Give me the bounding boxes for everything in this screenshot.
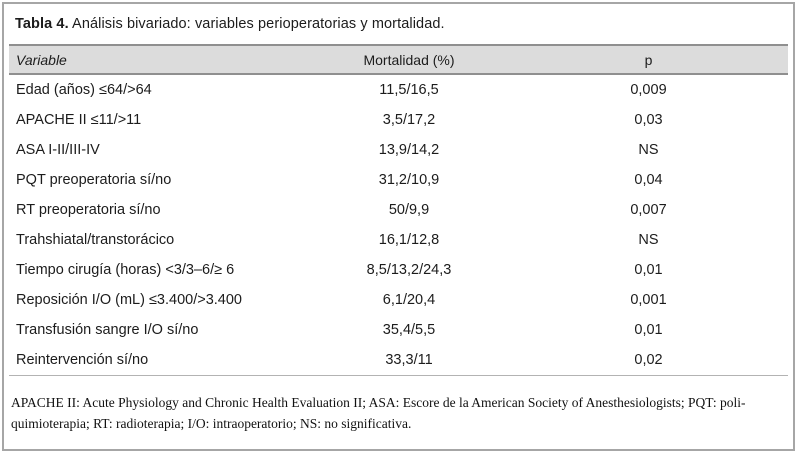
table-row: ASA I-II/III-IV 13,9/14,2 NS [9, 135, 788, 165]
cell-variable: PQT preoperatoria sí/no [16, 172, 172, 188]
bivariate-analysis-table: Variable Mortalidad (%) p Edad (años) ≤6… [9, 44, 788, 376]
table-body: Edad (años) ≤64/>64 11,5/16,5 0,009 APACHE … [9, 75, 788, 376]
cell-p-value: NS [638, 232, 659, 248]
cell-variable: Transfusión sangre I/O sí/no [16, 322, 199, 338]
table-row: Trahshiatal/transtorácico 16,1/12,8 NS [9, 225, 788, 255]
cell-mortalidad: 13,9/14,2 [378, 142, 440, 158]
cell-p-value: NS [638, 142, 659, 158]
cell-p-value: 0,03 [634, 112, 663, 128]
table-number: Tabla 4. [15, 16, 69, 32]
column-header-p: p [644, 51, 653, 68]
cell-mortalidad: 6,1/20,4 [382, 292, 436, 308]
cell-p-value: 0,001 [630, 292, 667, 308]
cell-p-value: 0,04 [634, 172, 663, 188]
cell-mortalidad: 50/9,9 [388, 202, 430, 218]
cell-mortalidad: 16,1/12,8 [378, 232, 440, 248]
cell-variable: APACHE II ≤11/>11 [16, 112, 142, 128]
cell-variable: Reposición I/O (mL) ≤3.400/>3.400 [16, 292, 242, 308]
table-row: Edad (años) ≤64/>64 11,5/16,5 0,009 [9, 75, 788, 105]
cell-variable: ASA I-II/III-IV [16, 142, 100, 158]
table-row: Tiempo cirugía (horas) <3/3–6/≥ 6 8,5/13,… [9, 255, 788, 285]
table-header-row: Variable Mortalidad (%) p [9, 44, 788, 75]
cell-p-value: 0,009 [630, 82, 667, 98]
table-row: RT preoperatoria sí/no 50/9,9 0,007 [9, 195, 788, 225]
cell-p-value: 0,007 [630, 202, 667, 218]
cell-mortalidad: 3,5/17,2 [382, 112, 436, 128]
table-row: Transfusión sangre I/O sí/no 35,4/5,5 0,01 [9, 315, 788, 345]
table-row: Reintervención sí/no 33,3/11 0,02 [9, 345, 788, 375]
cell-variable: RT preoperatoria sí/no [16, 202, 161, 218]
cell-variable: Trahshiatal/transtorácico [16, 232, 175, 248]
cell-p-value: 0,01 [634, 322, 663, 338]
cell-variable: Reintervención sí/no [16, 352, 149, 368]
table-caption: Análisis bivariado: variables perioperat… [68, 16, 445, 32]
cell-mortalidad: 8,5/13,2/24,3 [366, 262, 452, 278]
cell-p-value: 0,01 [634, 262, 663, 278]
table-title: Tabla 4. Análisis bivariado: variables p… [4, 4, 793, 44]
table-footnote: APACHE II: Acute Physiology and Chronic … [11, 395, 746, 431]
table-row: Reposición I/O (mL) ≤3.400/>3.400 6,1/20,… [9, 285, 788, 315]
cell-mortalidad: 35,4/5,5 [382, 322, 436, 338]
column-header-mortalidad: Mortalidad (%) [363, 51, 455, 68]
table-row: APACHE II ≤11/>11 3,5/17,2 0,03 [9, 105, 788, 135]
cell-p-value: 0,02 [634, 352, 663, 368]
cell-mortalidad: 33,3/11 [385, 352, 433, 368]
cell-mortalidad: 31,2/10,9 [378, 172, 440, 188]
cell-mortalidad: 11,5/16,5 [379, 82, 439, 98]
table-row: PQT preoperatoria sí/no 31,2/10,9 0,04 [9, 165, 788, 195]
cell-variable: Edad (años) ≤64/>64 [16, 82, 152, 98]
cell-variable: Tiempo cirugía (horas) <3/3–6/≥ 6 [16, 262, 235, 278]
column-header-variable: Variable [16, 51, 67, 68]
